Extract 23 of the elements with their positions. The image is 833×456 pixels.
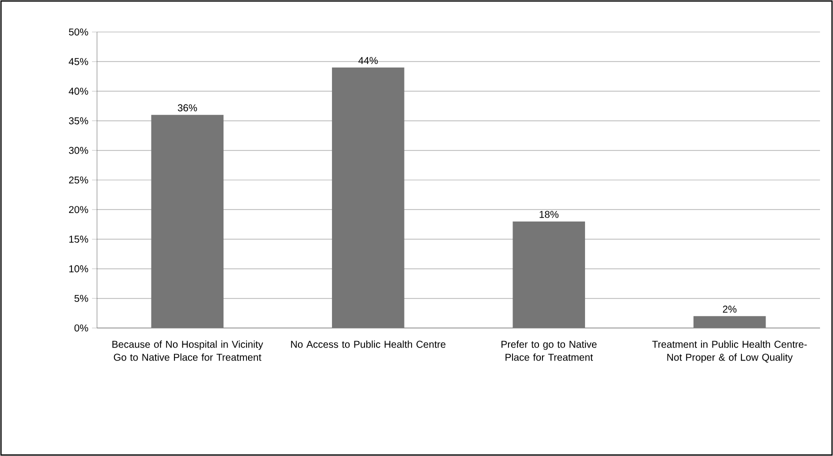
y-tick-label: 5% — [74, 294, 88, 302]
data-label: 36% — [178, 104, 197, 112]
x-tick-label: Because of No Hospital in Vicinity Go to Native Place for Treatment — [112, 340, 264, 361]
y-tick-label: 25% — [69, 176, 88, 184]
x-tick-label: Prefer to go to Native Place for Treatment — [502, 340, 597, 361]
y-tick-label: 20% — [69, 206, 88, 214]
x-tick-label: Treatment in Public Health Centre- Not Proper & of Low Quality — [652, 340, 807, 363]
y-tick-label: 10% — [69, 265, 88, 272]
y-tick-label: 15% — [69, 236, 88, 243]
x-tick-label: No Access to Public Health Centre — [291, 340, 446, 348]
y-tick-label: 0% — [74, 324, 88, 332]
data-label: 18% — [540, 210, 559, 218]
y-tick-label: 40% — [68, 88, 88, 95]
y-tick-label: 35% — [68, 117, 88, 124]
y-tick-label: 50% — [68, 28, 88, 36]
bar — [693, 316, 766, 328]
y-tick-label: 45% — [68, 58, 88, 66]
bar — [151, 114, 224, 328]
data-label: 2% — [722, 306, 736, 313]
y-tick-label: 30% — [68, 146, 88, 154]
data-label: 44% — [358, 57, 378, 64]
bar — [332, 68, 404, 328]
bar — [512, 221, 586, 328]
